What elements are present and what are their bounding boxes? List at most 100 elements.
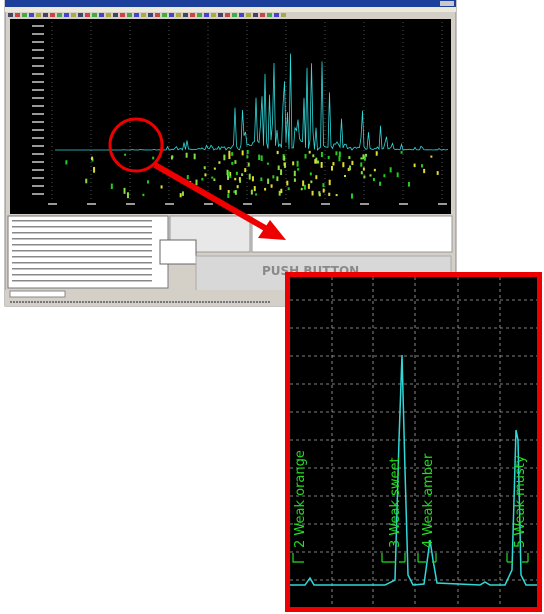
chart-bar bbox=[251, 176, 254, 182]
chart-bar bbox=[248, 173, 251, 180]
context-menu[interactable] bbox=[159, 239, 197, 265]
chart-bar bbox=[246, 150, 249, 154]
chart-bar bbox=[124, 153, 127, 156]
chart-bar bbox=[364, 153, 367, 157]
toolbar-icon bbox=[15, 13, 20, 17]
toolbar-icon bbox=[162, 13, 167, 17]
toolbar-icon bbox=[274, 13, 279, 17]
axis-tick-label bbox=[165, 203, 174, 205]
input-box[interactable] bbox=[9, 290, 66, 298]
table-row bbox=[12, 238, 152, 240]
toolbar bbox=[8, 13, 286, 17]
axis-tick-label bbox=[282, 203, 291, 205]
chart-bar bbox=[267, 178, 270, 184]
chart-bar bbox=[372, 178, 375, 182]
chart-bar bbox=[241, 150, 244, 156]
chart-bar bbox=[310, 180, 313, 184]
chart-bar bbox=[85, 178, 88, 184]
chart-bar bbox=[229, 174, 232, 178]
axis-tick-label bbox=[48, 203, 57, 205]
chart-bar bbox=[348, 156, 351, 160]
arrow-head bbox=[258, 220, 286, 240]
menu-bar[interactable] bbox=[5, 7, 456, 12]
chart-bar bbox=[389, 167, 392, 173]
chart-bar bbox=[344, 174, 347, 178]
axis-tick-label bbox=[32, 177, 44, 179]
chart-bar bbox=[270, 184, 273, 188]
chart-bar bbox=[123, 187, 126, 194]
axis-tick-label bbox=[32, 145, 44, 147]
chart-bar bbox=[253, 186, 256, 192]
toolbar-icon bbox=[22, 13, 27, 17]
chart-bar bbox=[362, 167, 365, 171]
chart-bar bbox=[241, 173, 244, 177]
chart-bar bbox=[278, 190, 281, 196]
chart-bar bbox=[211, 176, 214, 179]
chart-bar bbox=[272, 175, 275, 179]
chart-bar bbox=[363, 155, 366, 161]
axis-tick-label bbox=[360, 203, 369, 205]
chart-bar bbox=[147, 180, 150, 184]
chart-bar bbox=[246, 155, 249, 159]
chart-bar bbox=[110, 183, 113, 190]
chart-bar bbox=[297, 168, 300, 171]
chart-bar bbox=[228, 153, 231, 160]
chart-bar bbox=[283, 155, 286, 161]
chart-grid bbox=[32, 22, 447, 205]
axis-tick-label bbox=[243, 203, 252, 205]
toolbar-icon bbox=[8, 13, 13, 17]
chart-bar bbox=[375, 151, 378, 156]
toolbar-icon bbox=[155, 13, 160, 17]
chart-bar bbox=[293, 170, 296, 177]
chart-bar bbox=[236, 185, 239, 189]
chart-bar bbox=[311, 190, 314, 196]
axis-tick-label bbox=[32, 49, 44, 51]
chart-bar bbox=[314, 159, 317, 164]
chart-bar bbox=[280, 169, 283, 176]
title-bar bbox=[5, 0, 456, 7]
chart-bar bbox=[379, 181, 382, 186]
chart-bar bbox=[193, 153, 196, 160]
toolbar-icon bbox=[85, 13, 90, 17]
chart-bar bbox=[280, 188, 283, 194]
chart-bar bbox=[126, 192, 129, 199]
inset-trace bbox=[290, 354, 537, 586]
chart-bar bbox=[362, 154, 365, 160]
toolbar-icon bbox=[197, 13, 202, 17]
axis-tick-label bbox=[32, 25, 44, 27]
axis-tick-label bbox=[126, 203, 135, 205]
chart-bar bbox=[360, 171, 363, 175]
toolbar-icon bbox=[134, 13, 139, 17]
table-row bbox=[12, 262, 152, 264]
chart-bar bbox=[276, 176, 279, 182]
chart-bar bbox=[322, 183, 325, 188]
axis-tick-label bbox=[204, 203, 213, 205]
toolbar-icon bbox=[57, 13, 62, 17]
axis-tick-label bbox=[32, 65, 44, 67]
chart-bar bbox=[91, 156, 94, 160]
toolbar-icon bbox=[36, 13, 41, 17]
chart-bar bbox=[91, 158, 94, 162]
axis-tick-label bbox=[32, 89, 44, 91]
toolbar-icon bbox=[120, 13, 125, 17]
chart-bar bbox=[304, 154, 307, 159]
axis-tick-label bbox=[32, 153, 44, 155]
axis-tick-label bbox=[438, 203, 447, 205]
chart-bar bbox=[296, 160, 299, 167]
chart-bar bbox=[373, 168, 376, 172]
chart-bar bbox=[430, 155, 433, 158]
toolbar-icon bbox=[253, 13, 258, 17]
chart-bar bbox=[218, 161, 221, 164]
chart-bar bbox=[351, 160, 354, 166]
toolbar-icon bbox=[260, 13, 265, 17]
toolbar-icon bbox=[78, 13, 83, 17]
highlight-circle bbox=[108, 117, 164, 173]
chart-bar bbox=[423, 168, 426, 174]
toolbar-icon bbox=[176, 13, 181, 17]
chart-bar bbox=[219, 185, 222, 190]
toolbar-icon bbox=[183, 13, 188, 17]
info-panel bbox=[251, 215, 453, 253]
chart-bars bbox=[65, 150, 439, 199]
chart-bar bbox=[160, 185, 163, 189]
